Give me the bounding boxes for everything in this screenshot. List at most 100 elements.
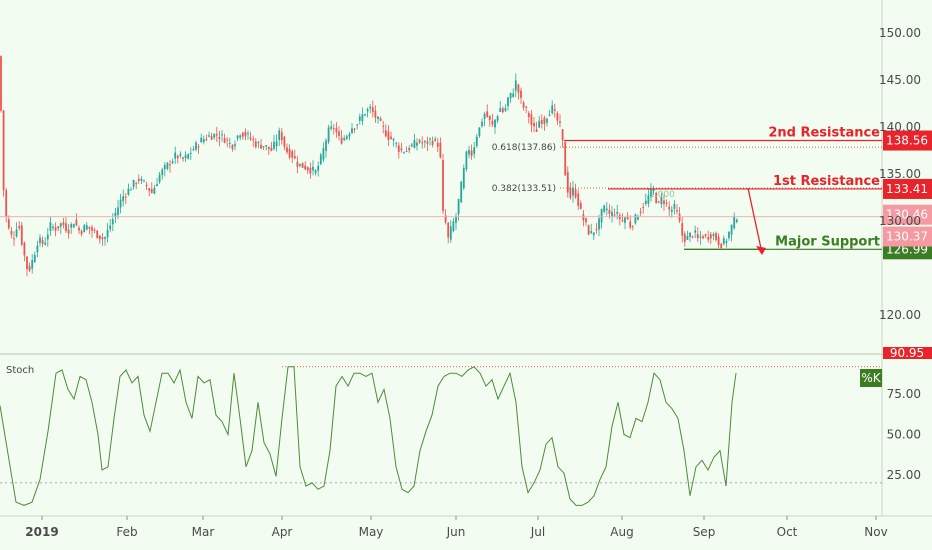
x-tick-label: Jun bbox=[446, 525, 466, 539]
stoch-top-badge-value: 90.95 bbox=[890, 346, 924, 360]
candle-body bbox=[109, 225, 112, 230]
candle-body bbox=[384, 130, 387, 137]
candle-body bbox=[197, 146, 200, 148]
candle-body bbox=[267, 146, 270, 150]
candle-body bbox=[218, 137, 221, 139]
candle-body bbox=[127, 188, 130, 195]
candle-body bbox=[551, 105, 554, 114]
candle-body bbox=[231, 144, 234, 150]
candle-body bbox=[509, 92, 512, 99]
candle-body bbox=[174, 152, 177, 159]
candle-body bbox=[499, 108, 502, 112]
candle-body bbox=[564, 142, 567, 176]
x-tick-label: Feb bbox=[116, 525, 137, 539]
candle-body bbox=[130, 189, 132, 191]
candle-body bbox=[439, 142, 442, 158]
candle-body bbox=[202, 139, 205, 143]
candle-body bbox=[423, 140, 426, 143]
candle-body bbox=[158, 174, 161, 183]
candle-body bbox=[548, 115, 551, 117]
candle-body bbox=[538, 120, 541, 128]
candle-body bbox=[111, 219, 114, 225]
candle-body bbox=[553, 109, 556, 111]
candle-body bbox=[46, 234, 49, 240]
candle-body bbox=[135, 183, 138, 185]
candle-body bbox=[78, 227, 80, 231]
candle-body bbox=[145, 184, 148, 187]
candle-body bbox=[161, 169, 164, 175]
candle-body bbox=[88, 226, 91, 229]
candle-body bbox=[98, 235, 101, 240]
candle-body bbox=[80, 231, 83, 235]
candle-body bbox=[694, 230, 697, 233]
candle-body bbox=[546, 118, 548, 123]
candle-body bbox=[707, 237, 710, 240]
candle-body bbox=[179, 153, 182, 156]
price-badge-value: 138.56 bbox=[886, 134, 928, 148]
candle-body bbox=[704, 234, 707, 236]
candle-body bbox=[10, 231, 13, 235]
candle-body bbox=[252, 139, 255, 141]
candle-body bbox=[621, 220, 624, 222]
candle-body bbox=[59, 223, 62, 227]
candle-body bbox=[301, 162, 304, 168]
candle-body bbox=[468, 149, 470, 155]
candle-body bbox=[70, 224, 73, 228]
candle-body bbox=[689, 232, 691, 238]
candle-body bbox=[119, 199, 122, 208]
candle-body bbox=[650, 188, 652, 198]
candle-body bbox=[728, 231, 730, 239]
candle-body bbox=[117, 207, 119, 216]
candle-body bbox=[611, 211, 613, 217]
candle-body bbox=[696, 234, 699, 239]
candle-body bbox=[520, 90, 522, 98]
candle-body bbox=[561, 129, 564, 141]
candle-body bbox=[332, 128, 335, 130]
candle-body bbox=[530, 114, 533, 126]
price-badge-value: 133.41 bbox=[886, 182, 928, 196]
candle-body bbox=[371, 107, 374, 112]
stoch-k-line bbox=[0, 366, 737, 506]
candle-body bbox=[364, 114, 366, 116]
candle-body bbox=[291, 151, 294, 158]
candle-body bbox=[223, 138, 226, 143]
fib-level-label: 0.618(137.86) bbox=[492, 143, 556, 153]
candle-body bbox=[239, 135, 242, 138]
candle-body bbox=[137, 178, 140, 182]
candle-body bbox=[512, 93, 515, 97]
candle-body bbox=[590, 230, 593, 234]
candle-body bbox=[286, 147, 288, 153]
candle-body bbox=[20, 225, 23, 245]
candle-body bbox=[377, 116, 379, 119]
candle-body bbox=[478, 127, 481, 137]
candle-body bbox=[592, 232, 595, 236]
y-tick-label: 145.00 bbox=[879, 73, 921, 87]
candle-body bbox=[631, 226, 634, 228]
candle-body bbox=[397, 145, 400, 152]
stoch-y-tick-label: 25.00 bbox=[887, 468, 921, 482]
candle-body bbox=[460, 181, 463, 203]
candle-body bbox=[462, 168, 465, 188]
candle-body bbox=[660, 196, 663, 205]
candle-body bbox=[208, 135, 210, 137]
candle-body bbox=[405, 150, 408, 152]
candle-body bbox=[358, 116, 361, 121]
candle-body bbox=[629, 221, 632, 228]
candle-body bbox=[644, 200, 647, 204]
candle-body bbox=[275, 141, 278, 147]
candle-body bbox=[306, 167, 309, 171]
candle-body bbox=[353, 128, 356, 130]
candle-body bbox=[293, 156, 296, 159]
candle-body bbox=[338, 131, 340, 136]
x-tick-label: Oct bbox=[777, 525, 798, 539]
candle-body bbox=[418, 139, 421, 143]
candle-body bbox=[624, 217, 626, 223]
stoch-y-tick-label: 75.00 bbox=[887, 387, 921, 401]
candle-body bbox=[83, 225, 86, 233]
candle-body bbox=[483, 113, 486, 119]
candle-body bbox=[234, 144, 236, 147]
candle-body bbox=[626, 216, 629, 220]
candle-body bbox=[140, 178, 143, 181]
candle-body bbox=[106, 229, 109, 238]
candle-body bbox=[327, 127, 330, 142]
